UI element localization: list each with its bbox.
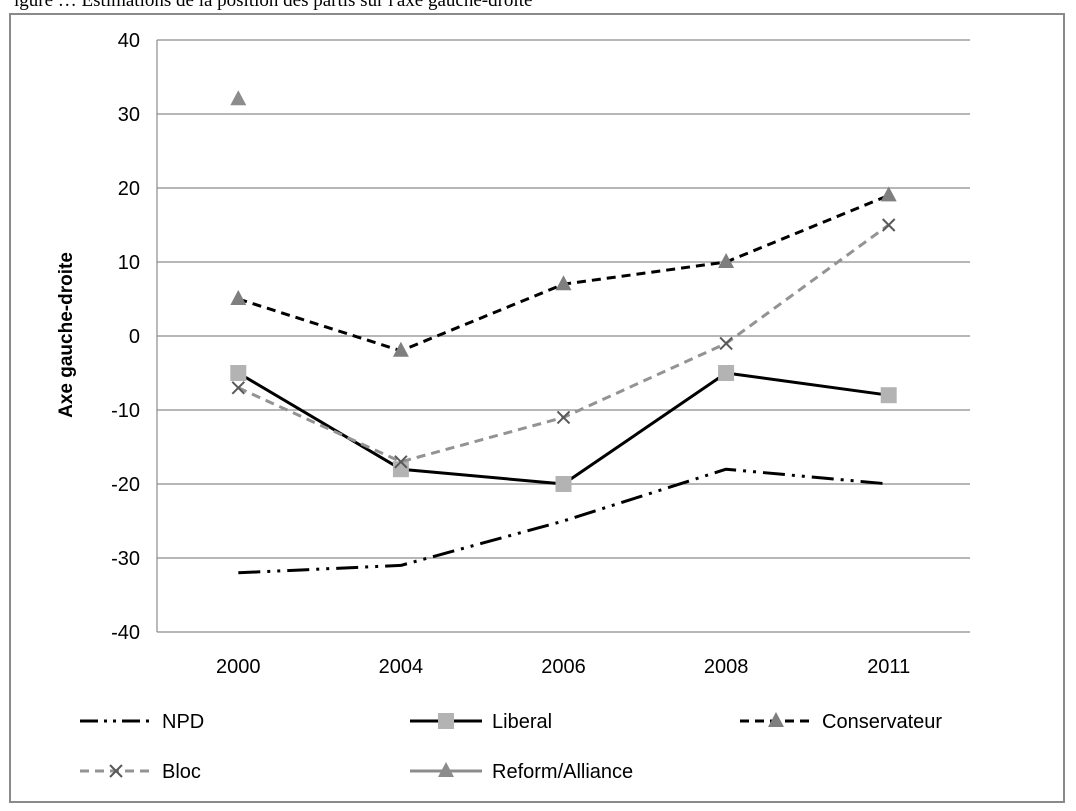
y-axis-label: Axe gauche-droite [56, 252, 77, 418]
x-tick-labels: 2000 2004 2006 2008 2011 [216, 656, 910, 678]
y-tick-label: -10 [111, 400, 140, 422]
legend-item: Conservateur [740, 711, 942, 733]
data-point [230, 290, 247, 305]
series-line [238, 467, 889, 575]
data-point [230, 90, 247, 106]
legend-item: Reform/Alliance [410, 761, 633, 783]
data-point [230, 365, 247, 381]
data-point [881, 218, 896, 232]
series-bloc [231, 218, 896, 469]
data-point [392, 341, 409, 357]
data-point [718, 365, 735, 381]
x-tick-label: 2006 [541, 656, 586, 678]
data-point [880, 186, 897, 202]
y-tick-labels: -40 -30 -20 -10 0 10 20 30 40 [111, 30, 140, 644]
legend-item: NPD [80, 711, 204, 733]
data-point [718, 253, 735, 268]
data-point [392, 461, 409, 478]
series-group [230, 90, 897, 575]
legend-swatch-marker [438, 762, 454, 777]
data-point [231, 381, 246, 395]
y-tick-label: 20 [118, 178, 140, 200]
gridlines [156, 39, 970, 633]
legend-label: Reform/Alliance [492, 761, 633, 783]
legend-swatch-marker [438, 713, 454, 729]
legend-swatch-marker [768, 712, 784, 727]
x-tick-label: 2008 [704, 656, 749, 678]
legend-label: NPD [162, 711, 204, 733]
figure-caption: igure … Estimations de la position des p… [14, 0, 533, 11]
y-tick-label: 10 [118, 252, 140, 274]
y-tick-label: 40 [118, 30, 140, 52]
legend-swatch-marker [109, 764, 123, 778]
legend-label: Bloc [162, 761, 201, 783]
y-tick-label: -40 [111, 622, 140, 644]
legend-label: Liberal [492, 711, 552, 733]
series-reform-alliance [230, 90, 247, 106]
y-tick-label: -20 [111, 474, 140, 496]
data-point [556, 410, 571, 425]
legend: NPD Liberal Conservateur Bloc Reform/Allianc… [80, 711, 942, 783]
x-tick-label: 2004 [379, 656, 424, 678]
series-conservateur [230, 186, 897, 357]
data-point [394, 455, 408, 469]
y-tick-label: 30 [118, 104, 140, 126]
legend-item: Bloc [80, 761, 201, 783]
legend-label: Conservateur [822, 711, 942, 733]
data-point [555, 476, 572, 492]
data-point [880, 387, 897, 404]
series-npd [238, 467, 889, 575]
chart-border [9, 13, 1065, 803]
y-tick-label: 0 [129, 326, 140, 348]
y-tick-label: -30 [111, 548, 140, 570]
x-tick-label: 2011 [867, 656, 910, 678]
legend-item: Liberal [410, 711, 552, 733]
data-point [719, 336, 733, 351]
x-tick-label: 2000 [216, 656, 261, 678]
data-point [555, 275, 572, 291]
